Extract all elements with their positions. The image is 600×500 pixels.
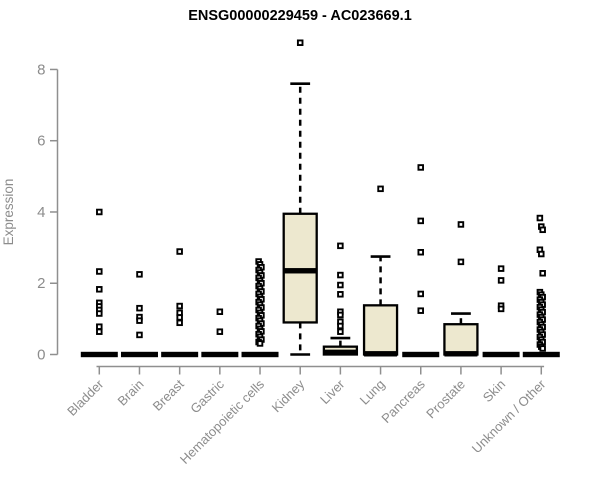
- outlier-unknown-other: [536, 214, 544, 222]
- outlier-skin: [497, 277, 505, 284]
- outlier-bladder: [96, 268, 103, 275]
- outlier-pancreas: [417, 217, 424, 225]
- median-pancreas: [402, 351, 440, 358]
- outlier-pancreas: [417, 248, 424, 256]
- x-tick-label-unknown-other: Unknown / Other: [469, 376, 549, 456]
- median-kidney: [283, 268, 317, 274]
- outlier-hematopoietic-cells: [256, 340, 264, 347]
- outlier-breast: [176, 319, 183, 327]
- outlier-skin: [497, 305, 505, 313]
- outlier-bladder: [96, 323, 103, 330]
- outlier-bladder: [96, 328, 103, 335]
- box-lung: [362, 304, 399, 356]
- x-tick-label-brain: Brain: [115, 377, 147, 409]
- x-tick-label-prostate: Prostate: [423, 377, 468, 422]
- outlier-liver: [337, 328, 344, 335]
- median-hematopoietic-cells: [241, 351, 279, 358]
- outlier-breast: [176, 314, 183, 321]
- x-tick-label-liver: Liver: [317, 376, 348, 407]
- median-gastric: [201, 351, 239, 358]
- outlier-breast: [176, 302, 183, 310]
- median-liver: [323, 349, 357, 356]
- median-lung: [364, 351, 398, 357]
- outlier-brain: [136, 331, 143, 339]
- outlier-liver: [337, 311, 344, 319]
- median-prostate: [444, 351, 478, 357]
- box-prostate: [443, 323, 479, 356]
- outlier-bladder: [96, 286, 103, 293]
- median-breast: [161, 351, 199, 358]
- outlier-liver: [337, 291, 344, 298]
- outlier-unknown-other: [539, 270, 546, 277]
- outlier-brain: [136, 271, 143, 278]
- outlier-unknown-other: [539, 226, 546, 234]
- outlier-pancreas: [417, 307, 424, 314]
- x-tick-label-breast: Breast: [150, 376, 187, 413]
- outlier-pancreas: [417, 164, 424, 171]
- outlier-gastric: [216, 308, 224, 315]
- x-tick-label-bladder: Bladder: [64, 376, 107, 419]
- outlier-pancreas: [417, 290, 424, 298]
- outlier-brain: [136, 317, 143, 324]
- y-tick-label: 6: [37, 133, 45, 150]
- outlier-liver: [337, 271, 344, 279]
- outlier-bladder: [96, 310, 103, 317]
- y-tick-label: 8: [37, 61, 45, 78]
- outlier-liver: [337, 242, 344, 250]
- outlier-breast: [176, 248, 183, 255]
- y-axis-label: Expression: [1, 179, 16, 246]
- median-unknown-other: [522, 351, 560, 358]
- outlier-unknown-other: [538, 250, 545, 258]
- median-bladder: [80, 351, 118, 358]
- outlier-prostate: [457, 258, 465, 266]
- outlier-brain: [136, 304, 143, 312]
- outlier-prostate: [457, 221, 465, 228]
- x-tick-label-skin: Skin: [480, 377, 508, 405]
- outlier-lung: [377, 185, 384, 193]
- x-tick-label-lung: Lung: [357, 377, 388, 408]
- x-tick-label-gastric: Gastric: [187, 376, 227, 416]
- outlier-skin: [497, 265, 505, 272]
- outlier-liver: [337, 281, 344, 289]
- outlier-gastric: [216, 328, 224, 335]
- x-tick-label-kidney: Kidney: [269, 376, 308, 415]
- outlier-kidney: [296, 39, 304, 46]
- median-skin: [482, 351, 520, 358]
- outlier-liver: [337, 322, 344, 330]
- outlier-bladder: [96, 208, 103, 216]
- y-tick-label: 0: [37, 347, 45, 364]
- outlier-unknown-other: [539, 345, 546, 352]
- x-tick-label-pancreas: Pancreas: [378, 376, 428, 426]
- chart-title: ENSG00000229459 - AC023669.1: [188, 8, 412, 24]
- median-brain: [120, 351, 158, 358]
- y-tick-label: 4: [37, 204, 45, 221]
- y-tick-label: 2: [37, 275, 45, 292]
